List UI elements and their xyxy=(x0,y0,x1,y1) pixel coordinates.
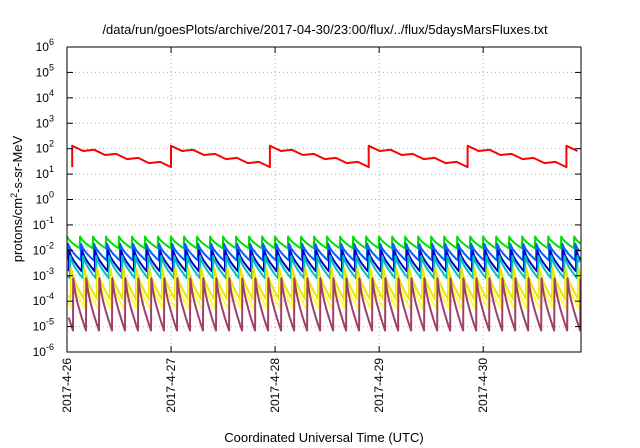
y-tick-exp: 0 xyxy=(49,190,54,200)
x-tick-label: 2017-4-30 xyxy=(476,358,490,413)
y-tick-exp: 3 xyxy=(49,113,54,123)
x-tick-label: 2017-4-27 xyxy=(164,358,178,413)
y-tick-exp: -1 xyxy=(46,215,54,225)
y-tick-exp: -6 xyxy=(46,342,54,352)
series-line xyxy=(66,235,582,250)
y-axis-label-sup: 2 xyxy=(9,193,19,198)
y-axis-label-base: protons/cm xyxy=(10,198,25,262)
series-line xyxy=(71,144,578,169)
y-tick-exp: 1 xyxy=(49,164,54,174)
y-tick-exp: -5 xyxy=(46,317,54,327)
y-tick-base: 10 xyxy=(33,218,47,232)
y-tick-exp: -2 xyxy=(46,240,54,250)
series-group xyxy=(66,144,582,332)
y-tick-label: 10-1 xyxy=(33,215,54,232)
y-tick-exp: 4 xyxy=(49,88,54,98)
y-tick-base: 10 xyxy=(36,40,50,54)
y-tick-exp: -3 xyxy=(46,266,54,276)
y-tick-base: 10 xyxy=(36,91,50,105)
y-tick-exp: 5 xyxy=(49,62,54,72)
y-tick-label: 100 xyxy=(36,190,54,207)
y-tick-label: 104 xyxy=(36,88,54,105)
series-line xyxy=(67,249,582,273)
y-tick-base: 10 xyxy=(36,167,50,181)
y-tick-base: 10 xyxy=(36,116,50,130)
x-axis-label: Coordinated Universal Time (UTC) xyxy=(224,430,423,445)
y-tick-exp: 6 xyxy=(49,37,54,47)
chart-title: /data/run/goesPlots/archive/2017-04-30/2… xyxy=(102,22,548,37)
y-tick-base: 10 xyxy=(36,193,50,207)
y-tick-base: 10 xyxy=(33,294,47,308)
grid xyxy=(67,47,581,352)
y-tick-exp: -4 xyxy=(46,291,54,301)
y-tick-base: 10 xyxy=(33,345,47,359)
x-axis: 2017-4-26 2017-4-27 2017-4-28 2017-4-29 2017… xyxy=(60,47,490,413)
y-tick-label: 10-5 xyxy=(33,317,54,334)
x-tick-label: 2017-4-29 xyxy=(372,358,386,413)
x-tick-label: 2017-4-28 xyxy=(268,358,282,413)
series-line xyxy=(66,255,581,280)
y-tick-base: 10 xyxy=(36,142,50,156)
y-axis-label: protons/cm2-s-sr-MeV xyxy=(9,135,25,262)
y-axis: 10-610-510-410-310-210-11001011021031041… xyxy=(33,37,581,359)
y-tick-label: 10-2 xyxy=(33,240,54,257)
y-tick-base: 10 xyxy=(36,65,50,79)
y-tick-label: 102 xyxy=(36,139,54,156)
y-axis-label-rest: -s-sr-MeV xyxy=(10,135,25,192)
series-line xyxy=(67,277,582,332)
y-tick-base: 10 xyxy=(33,320,47,334)
series-line xyxy=(66,242,581,262)
y-tick-label: 10-3 xyxy=(33,266,54,283)
series-line xyxy=(67,267,582,301)
y-tick-base: 10 xyxy=(33,269,47,283)
y-tick-base: 10 xyxy=(33,243,47,257)
y-tick-label: 103 xyxy=(36,113,54,130)
y-tick-label: 106 xyxy=(36,37,54,54)
y-tick-label: 10-6 xyxy=(33,342,54,359)
y-tick-label: 105 xyxy=(36,62,54,79)
y-tick-label: 101 xyxy=(36,164,54,181)
y-tick-label: 10-4 xyxy=(33,291,54,308)
x-tick-label: 2017-4-26 xyxy=(60,358,74,413)
y-tick-exp: 2 xyxy=(49,139,54,149)
